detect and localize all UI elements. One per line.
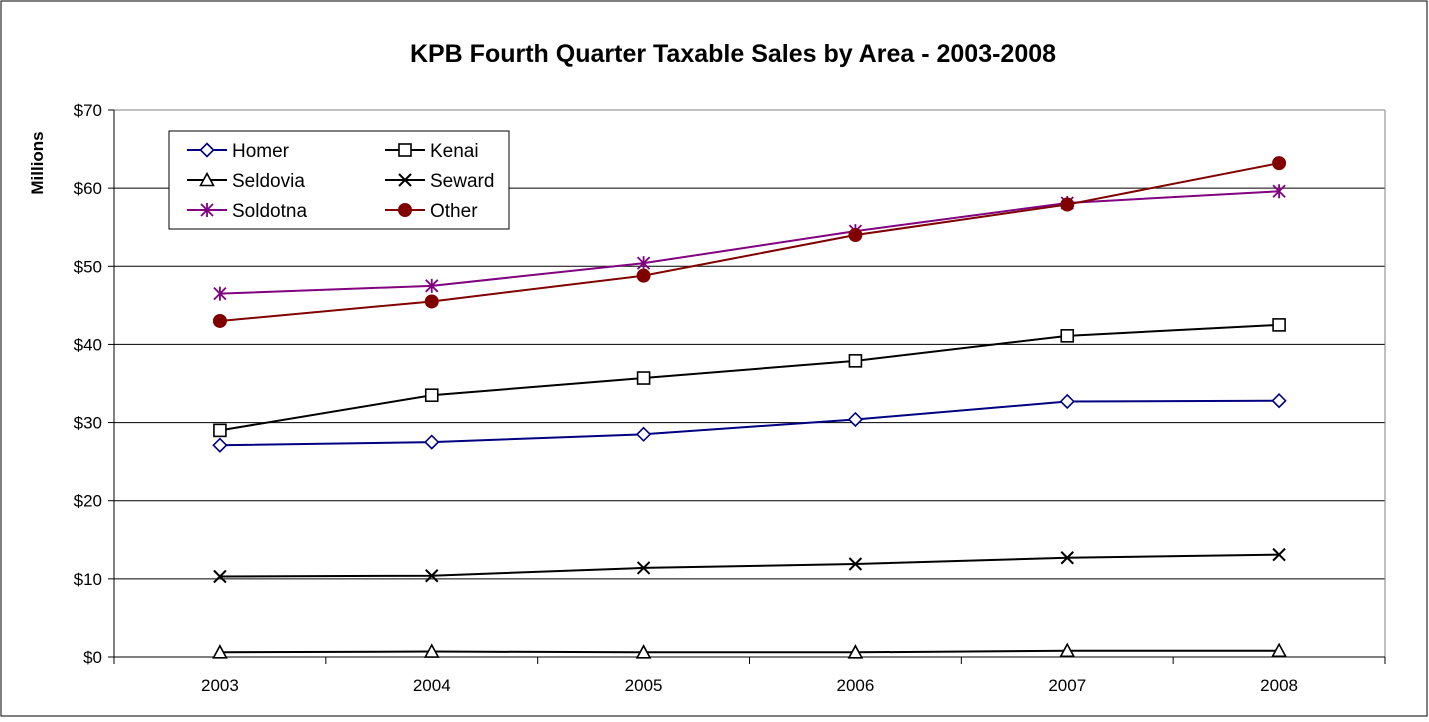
legend-marker-seward bbox=[398, 173, 412, 187]
data-point-seward bbox=[848, 557, 863, 571]
data-point-homer bbox=[424, 434, 440, 450]
data-point-seward bbox=[213, 569, 227, 584]
x-tick-label: 2007 bbox=[1048, 676, 1086, 695]
data-point-seldovia bbox=[847, 644, 864, 659]
x-tick-label: 2008 bbox=[1260, 676, 1298, 695]
data-point-kenai bbox=[1272, 318, 1286, 332]
legend-marker-soldotna bbox=[200, 203, 214, 217]
legend-label-other: Other bbox=[430, 201, 478, 222]
legend-label-kenai: Kenai bbox=[430, 141, 479, 162]
data-point-other bbox=[212, 313, 227, 328]
series-line-other bbox=[219, 162, 1280, 322]
legend-label-soldotna: Soldotna bbox=[232, 201, 307, 222]
series-line-kenai bbox=[219, 323, 1280, 432]
data-point-soldotna bbox=[213, 286, 227, 301]
data-point-other bbox=[1060, 197, 1075, 212]
data-point-other bbox=[636, 268, 651, 283]
y-tick-label: $20 bbox=[74, 492, 102, 511]
y-tick-label: $40 bbox=[74, 335, 102, 354]
data-point-seldovia bbox=[1059, 642, 1076, 658]
data-point-other bbox=[1272, 156, 1287, 171]
legend-marker-seldovia bbox=[199, 171, 215, 187]
legend-label-seldovia: Seldovia bbox=[232, 171, 305, 192]
x-tick-label: 2005 bbox=[625, 676, 663, 695]
legend-marker-homer bbox=[199, 142, 215, 158]
legend-marker-other bbox=[398, 203, 412, 217]
data-point-kenai bbox=[848, 354, 863, 368]
data-point-soldotna bbox=[425, 278, 439, 293]
legend-label-homer: Homer bbox=[232, 141, 290, 162]
data-point-seldovia bbox=[212, 644, 228, 659]
x-tick-label: 2003 bbox=[201, 676, 239, 695]
series-line-homer bbox=[219, 399, 1280, 447]
y-tick-label: $10 bbox=[74, 570, 102, 589]
y-tick-label: $0 bbox=[83, 648, 102, 667]
legend-marker-kenai bbox=[398, 143, 412, 157]
data-point-seward bbox=[636, 561, 651, 575]
data-point-homer bbox=[212, 437, 228, 453]
data-point-homer bbox=[847, 411, 864, 428]
data-point-seward bbox=[1060, 551, 1074, 565]
data-point-seldovia bbox=[635, 644, 652, 659]
series-line-soldotna bbox=[219, 190, 1280, 295]
data-point-seward bbox=[425, 569, 439, 583]
y-tick-label: $50 bbox=[74, 257, 102, 276]
y-axis-label: Millions bbox=[28, 131, 47, 194]
y-tick-label: $60 bbox=[74, 179, 102, 198]
data-point-kenai bbox=[1060, 329, 1075, 343]
series-line-seldovia bbox=[219, 649, 1280, 654]
y-tick-label: $70 bbox=[74, 101, 102, 120]
data-point-homer bbox=[1271, 393, 1287, 409]
data-point-kenai bbox=[213, 423, 227, 438]
data-point-other bbox=[424, 294, 439, 309]
data-point-seward bbox=[1272, 547, 1286, 562]
y-tick-label: $30 bbox=[74, 414, 102, 433]
data-point-soldotna bbox=[636, 256, 651, 271]
data-point-seldovia bbox=[423, 643, 440, 658]
data-point-homer bbox=[635, 426, 652, 442]
data-point-kenai bbox=[636, 371, 651, 385]
x-tick-label: 2006 bbox=[837, 676, 875, 695]
legend: Homer Kenai Seldovia Seward Soldotna Other bbox=[168, 130, 510, 230]
data-point-soldotna bbox=[1272, 184, 1286, 199]
data-point-other bbox=[848, 228, 863, 243]
x-tick-label: 2004 bbox=[413, 676, 451, 695]
data-point-seldovia bbox=[1271, 642, 1287, 658]
legend-label-seward: Seward bbox=[430, 171, 494, 192]
series-line-seward bbox=[219, 553, 1280, 578]
data-point-kenai bbox=[424, 388, 439, 403]
chart-title: KPB Fourth Quarter Taxable Sales by Area… bbox=[410, 40, 1056, 68]
data-point-homer bbox=[1059, 393, 1075, 410]
